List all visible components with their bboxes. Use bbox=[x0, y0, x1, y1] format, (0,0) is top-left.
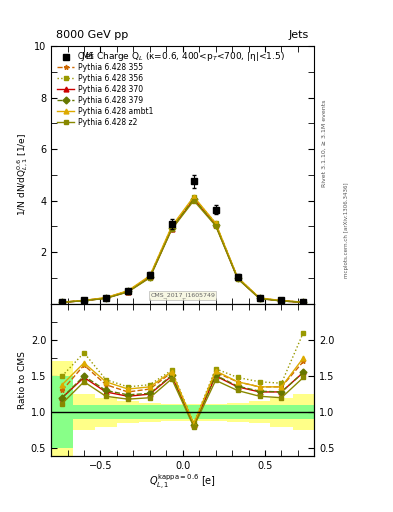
Pythia 6.428 355 bbox=[257, 295, 262, 301]
Pythia 6.428 370 bbox=[213, 222, 218, 228]
Pythia 6.428 356 bbox=[191, 195, 196, 201]
Pythia 6.428 z2 bbox=[235, 275, 240, 282]
Pythia 6.428 379 bbox=[191, 196, 196, 202]
Text: Jets: Jets bbox=[289, 30, 309, 39]
Line: Pythia 6.428 ambt1: Pythia 6.428 ambt1 bbox=[60, 194, 306, 305]
Pythia 6.428 379 bbox=[126, 288, 130, 294]
Pythia 6.428 356 bbox=[301, 299, 306, 305]
Text: Jet Charge Q$_{L}$ (κ=0.6, 400<p$_{T}$<700, |η|<1.5): Jet Charge Q$_{L}$ (κ=0.6, 400<p$_{T}$<7… bbox=[81, 50, 285, 63]
Pythia 6.428 z2 bbox=[103, 295, 108, 302]
Pythia 6.428 ambt1 bbox=[147, 273, 152, 279]
Pythia 6.428 356 bbox=[235, 274, 240, 281]
Pythia 6.428 370 bbox=[257, 295, 262, 302]
Pythia 6.428 ambt1 bbox=[213, 220, 218, 226]
Legend: CMS, Pythia 6.428 355, Pythia 6.428 356, Pythia 6.428 370, Pythia 6.428 379, Pyt: CMS, Pythia 6.428 355, Pythia 6.428 356,… bbox=[55, 50, 156, 129]
Pythia 6.428 370 bbox=[60, 299, 64, 305]
Pythia 6.428 z2 bbox=[257, 295, 262, 302]
X-axis label: $Q_{L,1}^{\mathrm{kappa=0.6}}$ [e]: $Q_{L,1}^{\mathrm{kappa=0.6}}$ [e] bbox=[149, 473, 216, 493]
Pythia 6.428 ambt1 bbox=[191, 194, 196, 200]
Line: Pythia 6.428 355: Pythia 6.428 355 bbox=[60, 196, 306, 305]
Pythia 6.428 355 bbox=[279, 297, 284, 304]
Pythia 6.428 ambt1 bbox=[279, 297, 284, 304]
Pythia 6.428 370 bbox=[169, 226, 174, 232]
Pythia 6.428 ambt1 bbox=[60, 299, 64, 305]
Pythia 6.428 356 bbox=[169, 224, 174, 230]
Y-axis label: 1/N dN/dQ$^{0.6}_{L,1}$ [1/e]: 1/N dN/dQ$^{0.6}_{L,1}$ [1/e] bbox=[15, 133, 30, 217]
Line: Pythia 6.428 z2: Pythia 6.428 z2 bbox=[60, 198, 306, 305]
Pythia 6.428 z2 bbox=[126, 289, 130, 295]
Pythia 6.428 z2 bbox=[82, 297, 86, 304]
Pythia 6.428 379 bbox=[279, 298, 284, 304]
Pythia 6.428 379 bbox=[82, 297, 86, 304]
Pythia 6.428 355 bbox=[82, 297, 86, 304]
Pythia 6.428 355 bbox=[60, 299, 64, 305]
Pythia 6.428 ambt1 bbox=[169, 223, 174, 229]
Pythia 6.428 z2 bbox=[301, 299, 306, 305]
Pythia 6.428 370 bbox=[103, 295, 108, 301]
Pythia 6.428 355 bbox=[213, 221, 218, 227]
Pythia 6.428 356 bbox=[103, 295, 108, 301]
Pythia 6.428 370 bbox=[301, 299, 306, 305]
Pythia 6.428 370 bbox=[126, 289, 130, 295]
Pythia 6.428 370 bbox=[191, 196, 196, 202]
Pythia 6.428 370 bbox=[279, 298, 284, 304]
Pythia 6.428 355 bbox=[147, 273, 152, 280]
Pythia 6.428 z2 bbox=[279, 298, 284, 304]
Pythia 6.428 356 bbox=[257, 295, 262, 301]
Text: CMS_2017_I1605749: CMS_2017_I1605749 bbox=[150, 293, 215, 298]
Pythia 6.428 356 bbox=[213, 220, 218, 226]
Pythia 6.428 370 bbox=[82, 297, 86, 304]
Pythia 6.428 ambt1 bbox=[126, 288, 130, 294]
Pythia 6.428 z2 bbox=[191, 198, 196, 204]
Line: Pythia 6.428 356: Pythia 6.428 356 bbox=[60, 195, 306, 305]
Pythia 6.428 379 bbox=[103, 295, 108, 301]
Pythia 6.428 356 bbox=[147, 273, 152, 280]
Pythia 6.428 379 bbox=[235, 275, 240, 281]
Pythia 6.428 ambt1 bbox=[82, 297, 86, 304]
Pythia 6.428 355 bbox=[191, 195, 196, 201]
Pythia 6.428 ambt1 bbox=[301, 299, 306, 305]
Pythia 6.428 z2 bbox=[147, 275, 152, 281]
Line: Pythia 6.428 370: Pythia 6.428 370 bbox=[60, 197, 306, 305]
Pythia 6.428 356 bbox=[60, 299, 64, 305]
Pythia 6.428 ambt1 bbox=[257, 295, 262, 301]
Pythia 6.428 379 bbox=[147, 274, 152, 280]
Pythia 6.428 379 bbox=[60, 299, 64, 305]
Pythia 6.428 355 bbox=[169, 225, 174, 231]
Pythia 6.428 ambt1 bbox=[103, 294, 108, 301]
Pythia 6.428 379 bbox=[169, 225, 174, 231]
Y-axis label: Ratio to CMS: Ratio to CMS bbox=[18, 351, 27, 409]
Pythia 6.428 355 bbox=[235, 275, 240, 281]
Line: Pythia 6.428 379: Pythia 6.428 379 bbox=[60, 196, 306, 305]
Pythia 6.428 370 bbox=[147, 274, 152, 281]
Pythia 6.428 z2 bbox=[60, 299, 64, 305]
Pythia 6.428 379 bbox=[301, 299, 306, 305]
Pythia 6.428 370 bbox=[235, 275, 240, 282]
Pythia 6.428 379 bbox=[213, 221, 218, 227]
Pythia 6.428 379 bbox=[257, 295, 262, 302]
Pythia 6.428 z2 bbox=[169, 226, 174, 232]
Pythia 6.428 355 bbox=[301, 299, 306, 305]
Text: mcplots.cern.ch [arXiv:1306.3436]: mcplots.cern.ch [arXiv:1306.3436] bbox=[344, 183, 349, 278]
Pythia 6.428 355 bbox=[103, 295, 108, 301]
Pythia 6.428 z2 bbox=[213, 223, 218, 229]
Text: Rivet 3.1.10, ≥ 3.1M events: Rivet 3.1.10, ≥ 3.1M events bbox=[322, 100, 327, 187]
Pythia 6.428 356 bbox=[279, 297, 284, 304]
Text: 8000 GeV pp: 8000 GeV pp bbox=[56, 30, 129, 39]
Pythia 6.428 ambt1 bbox=[235, 274, 240, 281]
Pythia 6.428 355 bbox=[126, 288, 130, 294]
Pythia 6.428 356 bbox=[126, 288, 130, 294]
Pythia 6.428 356 bbox=[82, 297, 86, 304]
